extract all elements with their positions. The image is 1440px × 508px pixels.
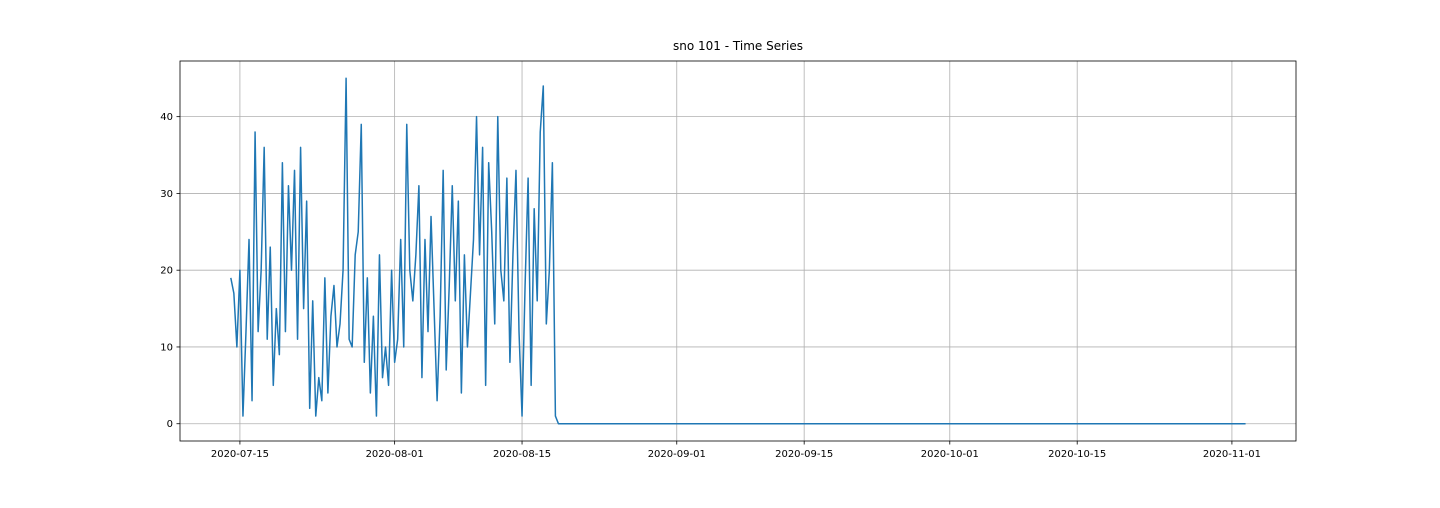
x-tick-label: 2020-08-15 bbox=[493, 449, 551, 460]
y-tick-label: 20 bbox=[160, 266, 173, 277]
x-tick-label: 2020-09-15 bbox=[775, 449, 833, 460]
x-tick-label: 2020-09-01 bbox=[648, 449, 706, 460]
x-tick-label: 2020-11-01 bbox=[1203, 449, 1261, 460]
x-tick-label: 2020-10-15 bbox=[1048, 449, 1106, 460]
x-tick-label: 2020-08-01 bbox=[366, 449, 424, 460]
data-line bbox=[230, 77, 1246, 425]
y-tick-label: 30 bbox=[160, 189, 173, 200]
x-tick-label: 2020-07-15 bbox=[211, 449, 269, 460]
y-tick-label: 10 bbox=[160, 342, 173, 353]
chart-title: sno 101 - Time Series bbox=[673, 39, 803, 53]
plot-frame bbox=[179, 60, 1297, 442]
y-tick-label: 40 bbox=[160, 112, 173, 123]
y-tick-label: 0 bbox=[167, 419, 173, 430]
x-tick-label: 2020-10-01 bbox=[921, 449, 979, 460]
